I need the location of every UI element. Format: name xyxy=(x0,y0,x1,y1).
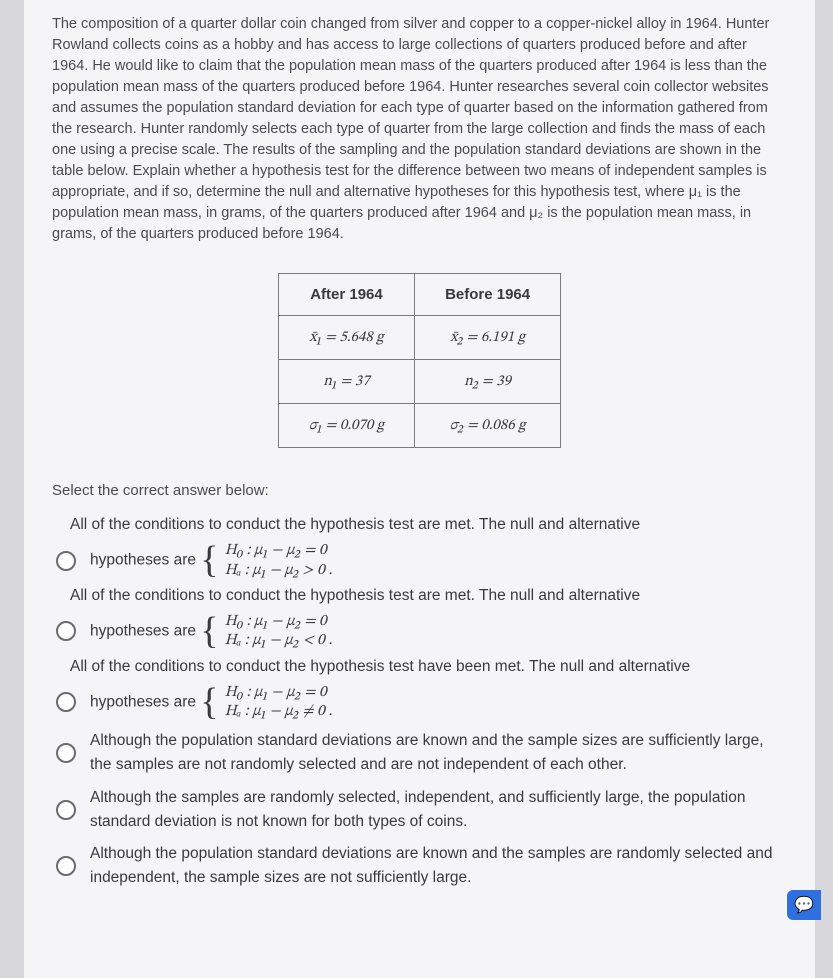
hypotheses-prefix: hypotheses are xyxy=(90,552,200,569)
radio-icon[interactable] xyxy=(56,551,76,571)
table-cell: σ₁ = 0.070 g xyxy=(278,404,414,448)
table-header: After 1964 xyxy=(278,274,414,316)
left-brace-icon: { xyxy=(200,616,218,646)
answer-body: hypotheses are { H₀ : μ₁ − μ₂ = 0 Hₐ : μ… xyxy=(90,541,332,580)
left-brace-icon: { xyxy=(200,687,218,717)
chat-button[interactable]: 💬 xyxy=(787,890,821,920)
answer-option[interactable]: hypotheses are { H₀ : μ₁ − μ₂ = 0 Hₐ : μ… xyxy=(52,679,787,726)
answer-option[interactable]: Although the population standard deviati… xyxy=(52,725,787,781)
null-hypothesis: H₀ : μ₁ − μ₂ = 0 xyxy=(225,541,333,560)
answer-body: hypotheses are { H₀ : μ₁ − μ₂ = 0 Hₐ : μ… xyxy=(90,612,332,651)
answer-body: Although the population standard deviati… xyxy=(90,729,787,777)
alt-hypothesis: Hₐ : μ₁ − μ₂ > 0 . xyxy=(225,561,333,580)
alt-hypothesis: Hₐ : μ₁ − μ₂ < 0 . xyxy=(225,631,333,650)
hypotheses-prefix: hypotheses are xyxy=(90,693,200,710)
answer-body: Although the population standard deviati… xyxy=(90,842,787,890)
answer-lead-line: All of the conditions to conduct the hyp… xyxy=(52,655,787,679)
answer-option[interactable]: hypotheses are { H₀ : μ₁ − μ₂ = 0 Hₐ : μ… xyxy=(52,608,787,655)
table-row: n₁ = 37 n₂ = 39 xyxy=(278,360,560,404)
table-cell: n₂ = 39 xyxy=(415,360,561,404)
answer-option[interactable]: Although the population standard deviati… xyxy=(52,838,787,894)
hypotheses-prefix: hypotheses are xyxy=(90,622,200,639)
table-cell: x̄₂ = 6.191 g xyxy=(415,316,561,360)
select-prompt: Select the correct answer below: xyxy=(52,482,787,499)
table-cell: σ₂ = 0.086 g xyxy=(415,404,561,448)
radio-icon[interactable] xyxy=(56,800,76,820)
null-hypothesis: H₀ : μ₁ − μ₂ = 0 xyxy=(225,683,333,702)
table-row: x̄₁ = 5.648 g x̄₂ = 6.191 g xyxy=(278,316,560,360)
data-table: After 1964 Before 1964 x̄₁ = 5.648 g x̄₂… xyxy=(278,273,561,448)
null-hypothesis: H₀ : μ₁ − μ₂ = 0 xyxy=(225,612,333,631)
answer-option[interactable]: hypotheses are { H₀ : μ₁ − μ₂ = 0 Hₐ : μ… xyxy=(52,537,787,584)
alt-hypothesis: Hₐ : μ₁ − μ₂ ≠ 0 . xyxy=(225,702,333,721)
table-row: σ₁ = 0.070 g σ₂ = 0.086 g xyxy=(278,404,560,448)
chat-icon: 💬 xyxy=(794,895,814,915)
answer-body: Although the samples are randomly select… xyxy=(90,786,787,834)
problem-statement: The composition of a quarter dollar coin… xyxy=(52,14,787,245)
answer-lead-line: All of the conditions to conduct the hyp… xyxy=(52,513,787,537)
left-brace-icon: { xyxy=(200,545,218,575)
table-cell: n₁ = 37 xyxy=(278,360,414,404)
radio-icon[interactable] xyxy=(56,692,76,712)
radio-icon[interactable] xyxy=(56,856,76,876)
table-cell: x̄₁ = 5.648 g xyxy=(278,316,414,360)
answer-lead-line: All of the conditions to conduct the hyp… xyxy=(52,584,787,608)
brace-block: { H₀ : μ₁ − μ₂ = 0 Hₐ : μ₁ − μ₂ > 0 . xyxy=(200,541,332,580)
table-header: Before 1964 xyxy=(415,274,561,316)
radio-icon[interactable] xyxy=(56,621,76,641)
brace-block: { H₀ : μ₁ − μ₂ = 0 Hₐ : μ₁ − μ₂ ≠ 0 . xyxy=(200,683,332,722)
brace-block: { H₀ : μ₁ − μ₂ = 0 Hₐ : μ₁ − μ₂ < 0 . xyxy=(200,612,332,651)
answer-option[interactable]: Although the samples are randomly select… xyxy=(52,782,787,838)
answer-list: All of the conditions to conduct the hyp… xyxy=(52,513,787,893)
question-page: The composition of a quarter dollar coin… xyxy=(24,0,815,978)
radio-icon[interactable] xyxy=(56,743,76,763)
answer-body: hypotheses are { H₀ : μ₁ − μ₂ = 0 Hₐ : μ… xyxy=(90,683,332,722)
